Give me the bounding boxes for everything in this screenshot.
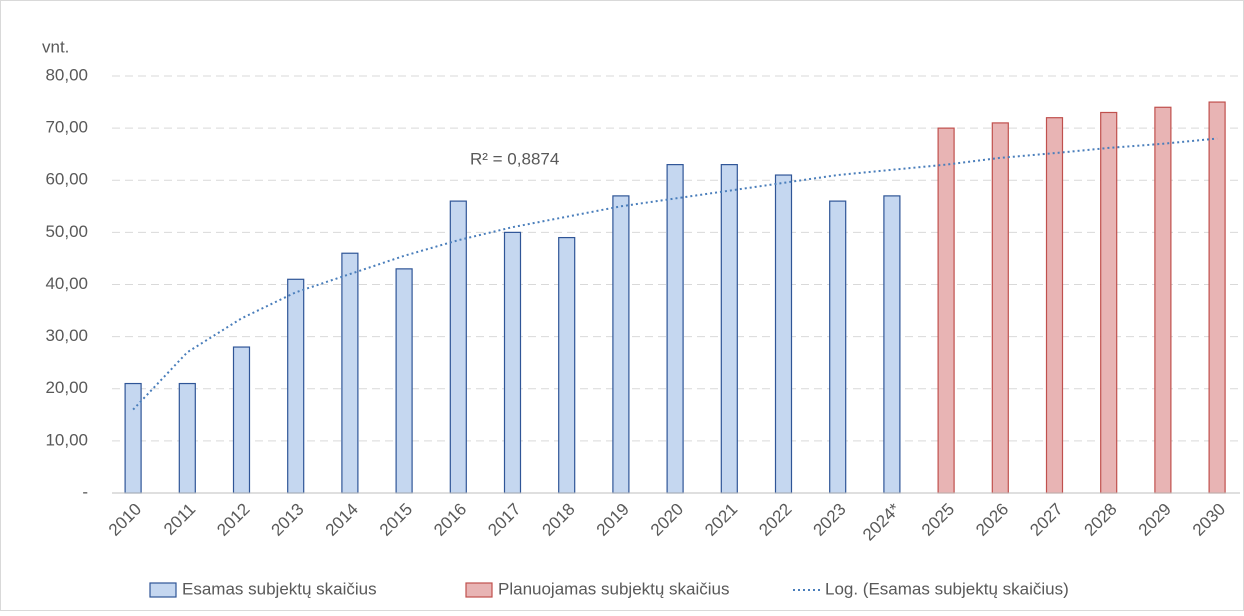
bar <box>232 346 251 494</box>
bar <box>449 200 467 494</box>
bar <box>124 382 142 494</box>
legend-label: Log. (Esamas subjektų skaičius) <box>825 579 1069 598</box>
bar <box>1154 106 1172 494</box>
bar <box>341 252 359 494</box>
y-tick-label: 40,00 <box>45 274 88 293</box>
bar <box>991 122 1009 494</box>
bar <box>612 195 630 494</box>
y-tick-label: 80,00 <box>45 65 88 84</box>
bar <box>1045 117 1064 494</box>
legend-label: Esamas subjektų skaičius <box>182 579 377 598</box>
bar <box>1208 101 1226 494</box>
y-axis-label: vnt. <box>42 37 69 56</box>
legend-swatch <box>149 582 177 598</box>
y-tick-label: 50,00 <box>45 222 88 241</box>
legend-label: Planuojamas subjektų skaičius <box>498 579 730 598</box>
bar <box>1100 111 1118 494</box>
bar <box>395 268 413 494</box>
y-tick-label: 20,00 <box>45 378 88 397</box>
annotation: R² = 0,8874 <box>470 149 559 168</box>
bar <box>178 382 196 494</box>
bar <box>287 278 305 494</box>
legend-swatch <box>465 582 493 598</box>
bar <box>720 164 738 494</box>
bar <box>937 127 955 494</box>
bar <box>666 164 684 494</box>
y-tick-label: 60,00 <box>45 170 88 189</box>
bar <box>774 174 793 494</box>
bar <box>503 231 522 494</box>
bar <box>829 200 847 494</box>
bar <box>883 195 901 494</box>
y-tick-label: 70,00 <box>45 118 88 137</box>
y-tick-label: 30,00 <box>45 326 88 345</box>
y-tick-label: 10,00 <box>45 430 88 449</box>
bar <box>558 236 576 494</box>
y-tick-label: - <box>82 482 88 501</box>
